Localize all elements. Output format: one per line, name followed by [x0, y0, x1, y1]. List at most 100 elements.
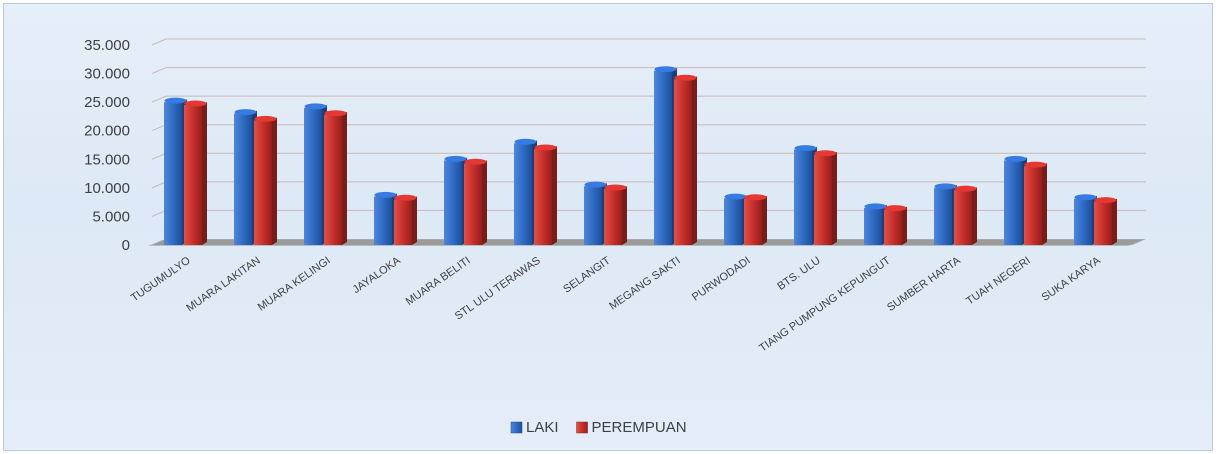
bar-laki-top	[1004, 155, 1027, 162]
bar-perempuan-side	[972, 187, 977, 245]
bar-laki-top	[234, 109, 257, 116]
bar-laki	[164, 97, 187, 246]
bar-perempuan-top	[604, 184, 627, 191]
bar-laki-top	[444, 155, 467, 162]
bar-laki-legend-swatch	[510, 421, 523, 434]
bar-laki-top	[654, 66, 677, 73]
bar-laki	[864, 203, 887, 245]
floor-layer	[148, 239, 1146, 246]
bar-laki-top	[1074, 194, 1097, 201]
bar-perempuan-front	[394, 199, 412, 245]
bar-perempuan-top	[184, 100, 207, 107]
bar-perempuan	[394, 194, 417, 245]
bar-laki-top	[794, 145, 817, 152]
bar-perempuan-side	[622, 186, 627, 245]
bar-perempuan-side	[482, 160, 487, 245]
bar-laki-front	[584, 186, 602, 245]
bar-laki-legend-label: LAKI	[526, 419, 559, 436]
bar-perempuan-side	[832, 151, 837, 245]
bar-perempuan-front	[324, 114, 342, 245]
gridline-side	[151, 152, 167, 160]
bar-perempuan-top	[534, 144, 557, 151]
bar-perempuan-front	[534, 149, 552, 245]
chart-svg: 0 5.000 10.000 15.000 20.000 25.000 30.000 35.0…	[84, 37, 1146, 436]
bar-perempuan-front	[254, 120, 272, 245]
bar-laki	[304, 103, 327, 245]
legend: LAKI PEREMPUAN	[510, 419, 687, 436]
x-category-label: MEGANG SAKTI	[607, 255, 682, 313]
bar-perempuan-top	[1094, 197, 1117, 204]
y-tick-label: 20.000	[84, 123, 130, 140]
bar-laki	[654, 66, 677, 245]
bar-perempuan	[1094, 197, 1117, 245]
x-category-label: PURWODADI	[690, 255, 753, 304]
bar-perempuan-side	[1042, 163, 1047, 245]
y-tick-label: 25.000	[84, 94, 130, 111]
x-category-label: TIANG PUMPUNG KEPUNGUT	[757, 254, 893, 354]
bar-perempuan	[1024, 161, 1047, 245]
y-axis-ticks: 0 5.000 10.000 15.000 20.000 25.000 30.000 35.0…	[84, 37, 130, 254]
bar-perempuan-top	[814, 150, 837, 157]
bar-laki-front	[794, 149, 812, 245]
bar-perempuan	[464, 158, 487, 245]
bar-laki	[514, 138, 537, 245]
y-tick-label: 10.000	[84, 180, 130, 197]
y-tick-label: 30.000	[84, 66, 130, 83]
bar-perempuan-front	[884, 209, 902, 245]
bar-perempuan-top	[464, 158, 487, 165]
bar-laki-front	[1074, 198, 1092, 245]
y-tick-label: 35.000	[84, 37, 130, 54]
bar-perempuan-side	[202, 102, 207, 245]
bar-perempuan	[884, 205, 907, 245]
bar-laki-top	[934, 183, 957, 190]
x-category-label: SUKA KARYA	[1040, 254, 1104, 304]
grid-layer	[151, 38, 1146, 217]
chart-frame: 0 5.000 10.000 15.000 20.000 25.000 30.000 35.0…	[3, 3, 1213, 451]
bar-perempuan-front	[814, 154, 832, 245]
bar-perempuan	[324, 110, 347, 245]
bar-perempuan-side	[692, 76, 697, 246]
gridline-side	[151, 124, 167, 132]
bar-perempuan-legend-label: PEREMPUAN	[592, 419, 687, 436]
y-tick-label: 5.000	[92, 208, 130, 225]
x-category-label: BTS. ULU	[775, 255, 822, 293]
bar-perempuan-top	[954, 185, 977, 192]
bar-perempuan-side	[762, 195, 767, 245]
bar-perempuan	[604, 184, 627, 245]
y-tick-label: 0	[122, 237, 130, 254]
bar-laki	[374, 191, 397, 245]
bar-laki	[1004, 155, 1027, 245]
x-category-label: MUARA BELITI	[404, 255, 473, 308]
bar-laki-front	[654, 70, 672, 245]
bar-perempuan	[954, 185, 977, 245]
bar-laki-front	[234, 113, 252, 245]
bar-laki-front	[514, 143, 532, 245]
bar-perempuan-side	[342, 111, 347, 245]
bar-laki-front	[374, 196, 392, 245]
bar-perempuan-side	[552, 146, 557, 245]
bar-perempuan	[534, 144, 557, 245]
bar-laki	[1074, 194, 1097, 245]
bar-perempuan-top	[394, 194, 417, 201]
bar-laki-top	[164, 97, 187, 104]
gridline-side	[151, 181, 167, 189]
bar-perempuan	[744, 194, 767, 245]
chart-floor-edge	[148, 240, 1142, 246]
bar-perempuan-front	[1024, 166, 1042, 245]
bar-laki-front	[724, 198, 742, 245]
bar-laki-top	[864, 203, 887, 210]
bar-laki	[584, 181, 607, 245]
bar-perempuan-top	[254, 115, 277, 122]
bar-perempuan	[254, 115, 277, 245]
gridline-side	[151, 67, 167, 75]
x-category-label: MUARA KELINGI	[256, 255, 333, 314]
bars-layer	[164, 66, 1117, 246]
bar-perempuan-top	[324, 110, 347, 117]
bar-laki-front	[444, 160, 462, 245]
bar-laki-top	[374, 191, 397, 198]
bar-perempuan-top	[1024, 161, 1047, 168]
bar-perempuan-front	[1094, 201, 1112, 245]
bar-perempuan-front	[604, 189, 622, 245]
bar-laki-front	[1004, 160, 1022, 245]
